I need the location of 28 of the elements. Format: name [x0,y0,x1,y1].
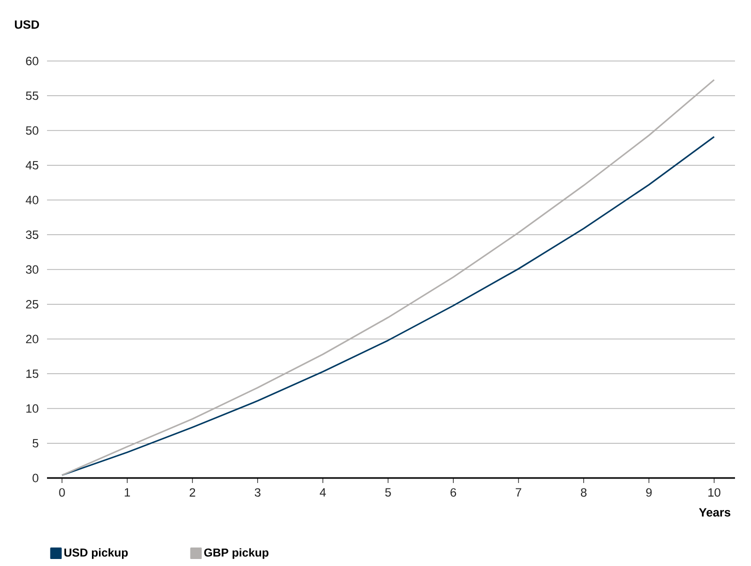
x-tick-label: 10 [708,488,720,497]
y-tick-label: 50 [26,126,38,135]
y-tick-label: 35 [26,230,38,239]
y-tick-label: 25 [26,300,38,308]
y-tick-label: 15 [26,370,38,378]
x-tick-label: 9 [646,488,652,497]
y-tick-label: 0 [32,474,38,482]
x-tick-label: 3 [254,488,260,497]
x-tick-label: 2 [190,488,196,497]
x-axis-title: Years [698,508,730,517]
y-tick-label: 45 [26,161,38,170]
y-tick-label: 55 [26,92,38,100]
x-tick-label: 4 [320,488,326,496]
y-tick-label: 30 [26,265,38,274]
y-tick-label: 60 [26,56,38,66]
x-tick-label: 8 [580,488,587,497]
y-tick-label: 5 [32,439,38,448]
y-tick-label: 40 [26,196,38,204]
legend-label: USD pickup [64,548,128,559]
x-tick-label: 7 [516,488,522,496]
x-tick-label: 1 [124,488,130,496]
x-tick-label: 0 [59,488,65,497]
x-tick-label: 5 [385,488,391,497]
y-axis-title: USD [14,20,40,29]
y-tick-label: 10 [26,404,38,413]
legend-label: GBP pickup [204,548,268,559]
y-tick-label: 20 [26,334,38,344]
x-tick-label: 6 [450,488,456,497]
